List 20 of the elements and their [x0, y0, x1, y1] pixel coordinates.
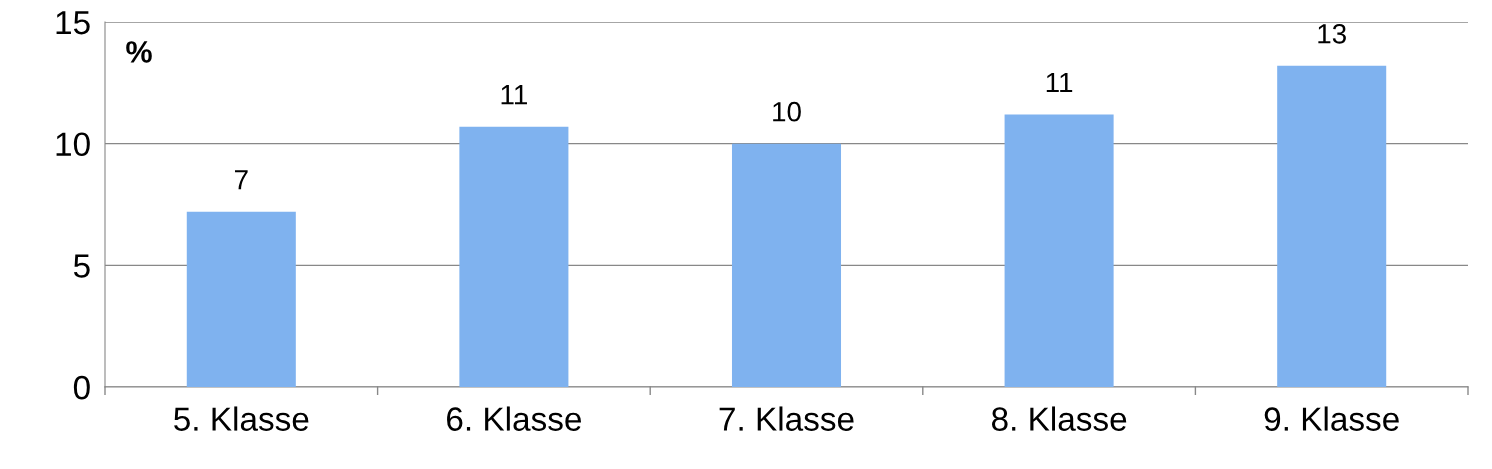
y-tick-label: 10 [56, 132, 90, 157]
x-tick-label: 6. Klasse [447, 406, 581, 431]
x-tick-label: 5. Klasse [174, 406, 309, 431]
x-tick-label: 8. Klasse [992, 406, 1127, 431]
x-tick-label: 7. Klasse [719, 406, 854, 431]
data-label: 11 [1046, 72, 1073, 93]
y-tick-label: 15 [56, 11, 90, 35]
data-label: 11 [501, 85, 527, 105]
bar [186, 211, 296, 387]
bar [731, 143, 842, 387]
bar [1004, 114, 1114, 387]
data-label: 13 [1318, 23, 1346, 44]
x-tick-label: 9. Klasse [1264, 406, 1399, 431]
y-tick-label: 5 [73, 254, 90, 278]
bar [1277, 65, 1387, 387]
data-label: 7 [235, 170, 248, 190]
y-tick-label: 0 [73, 375, 90, 400]
data-label: 10 [773, 101, 801, 122]
y-axis-title: % [126, 41, 152, 63]
bar [459, 126, 569, 387]
